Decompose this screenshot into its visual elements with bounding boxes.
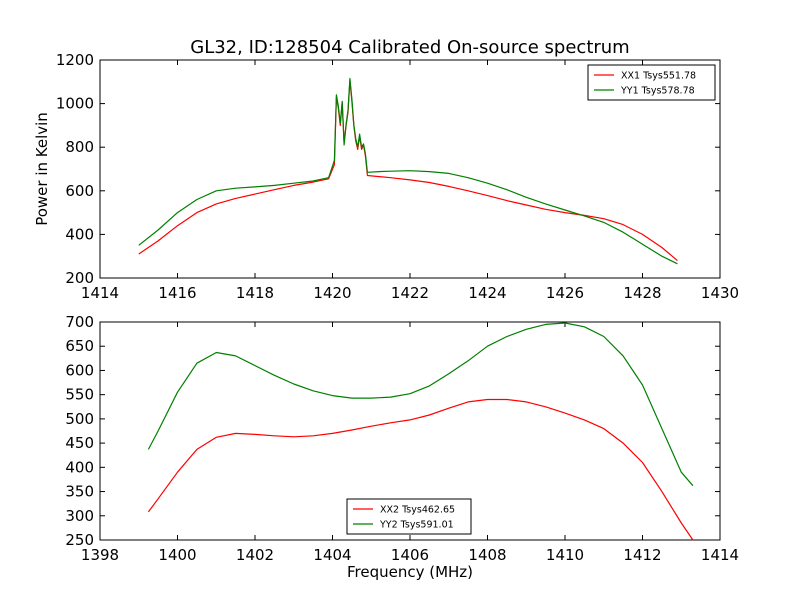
chart-title: GL32, ID:128504 Calibrated On-source spe… bbox=[190, 37, 629, 58]
y-tick-label: 650 bbox=[65, 337, 94, 355]
y-tick-label: 500 bbox=[65, 410, 94, 428]
x-tick-label: 1408 bbox=[468, 546, 506, 564]
x-tick-label: 1418 bbox=[236, 284, 274, 302]
x-tick-label: 1402 bbox=[236, 546, 274, 564]
series-line bbox=[147, 398, 694, 541]
x-tick-label: 1414 bbox=[701, 546, 739, 564]
x-tick-label: 1406 bbox=[391, 546, 429, 564]
legend-label: XX2 Tsys462.65 bbox=[380, 505, 455, 516]
series-line bbox=[147, 322, 694, 487]
x-tick-label: 1426 bbox=[546, 284, 584, 302]
x-axis-label: Frequency (MHz) bbox=[347, 563, 473, 581]
y-tick-label: 300 bbox=[65, 507, 94, 525]
x-tick-label: 1414 bbox=[81, 284, 119, 302]
y-axis-label: Power in Kelvin bbox=[33, 112, 51, 226]
x-tick-label: 1416 bbox=[158, 284, 196, 302]
x-tick-label: 1412 bbox=[623, 546, 661, 564]
x-tick-label: 1404 bbox=[313, 546, 351, 564]
y-tick-label: 700 bbox=[65, 313, 94, 331]
y-tick-label: 800 bbox=[65, 138, 94, 156]
y-tick-label: 200 bbox=[65, 269, 94, 287]
x-tick-label: 1430 bbox=[701, 284, 739, 302]
y-tick-label: 550 bbox=[65, 386, 94, 404]
bottom-panel: 1398 1400 1402 1404 1406 1408 1410 1412 1414 250 3… bbox=[65, 313, 739, 564]
x-tick-label: 1422 bbox=[391, 284, 429, 302]
series-line bbox=[138, 77, 678, 265]
legend-box bbox=[346, 498, 472, 535]
y-tick-label: 400 bbox=[65, 458, 94, 476]
legend-label: YY2 Tsys591.01 bbox=[379, 520, 454, 531]
legend-label: YY1 Tsys578.78 bbox=[620, 86, 695, 97]
x-tick-label: 1400 bbox=[158, 546, 196, 564]
y-tick-label: 400 bbox=[65, 225, 94, 243]
y-tick-label: 600 bbox=[65, 182, 94, 200]
x-tick-label: 1410 bbox=[546, 546, 584, 564]
x-tick-label: 1398 bbox=[81, 546, 119, 564]
y-tick-label: 450 bbox=[65, 434, 94, 452]
y-tick-label: 350 bbox=[65, 483, 94, 501]
x-tick-label: 1420 bbox=[313, 284, 351, 302]
x-tick-label: 1428 bbox=[623, 284, 661, 302]
y-tick-label: 600 bbox=[65, 361, 94, 379]
legend-box bbox=[587, 64, 716, 101]
legend-label: XX1 Tsys551.78 bbox=[621, 71, 696, 82]
x-tick-label: 1424 bbox=[468, 284, 506, 302]
y-tick-label: 250 bbox=[65, 531, 94, 549]
top-panel: 1414 1416 1418 1420 1422 1424 1426 1428 1430 200 4… bbox=[33, 51, 739, 302]
y-tick-label: 1000 bbox=[56, 95, 94, 113]
y-tick-label: 1200 bbox=[56, 51, 94, 69]
